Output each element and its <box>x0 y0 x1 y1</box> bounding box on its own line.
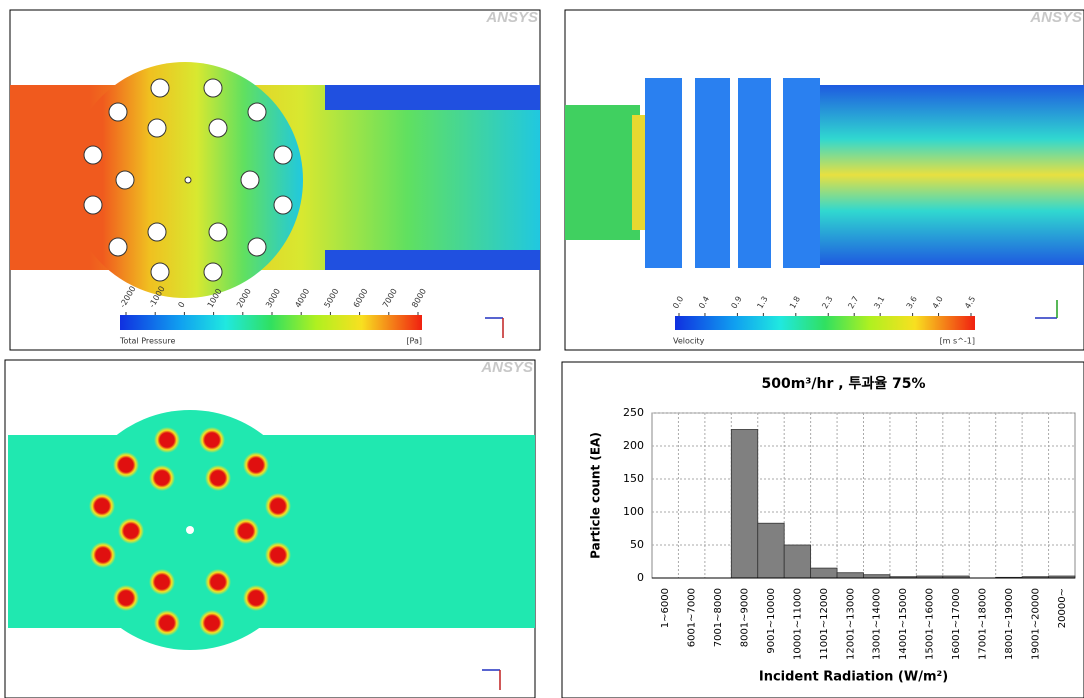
x-tick-label: 12001~13000 <box>845 588 856 660</box>
y-tick-label: 0 <box>637 571 644 584</box>
x-tick-label: 6001~7000 <box>687 588 698 647</box>
x-tick-label: 8001~9000 <box>740 588 751 647</box>
bar <box>784 545 810 578</box>
radiation-field <box>8 410 535 650</box>
x-tick-label: 17001~18000 <box>977 588 988 660</box>
y-tick-label: 250 <box>623 406 644 419</box>
bar <box>837 573 863 578</box>
y-tick-label: 150 <box>623 472 644 485</box>
chart-title: 500m³/hr , 투과율 75% <box>761 375 925 392</box>
y-tick-label: 50 <box>630 538 644 551</box>
x-tick-label: 10001~11000 <box>792 588 803 660</box>
x-tick-label: 1~6000 <box>660 588 671 628</box>
colorbar <box>120 315 422 330</box>
y-axis-label: Particle count (EA) <box>589 432 603 559</box>
x-tick-label: 9001~10000 <box>766 588 777 654</box>
bar <box>731 430 757 579</box>
x-tick-label: 19001~20000 <box>1030 588 1041 660</box>
x-tick-label: 11001~12000 <box>819 588 830 660</box>
x-tick-label: 14001~15000 <box>898 588 909 660</box>
bar <box>758 523 784 578</box>
colorbar-unit: [m s^-1] <box>940 337 975 346</box>
colorbar-label: Velocity <box>673 337 705 346</box>
colorbar-label: Total Pressure <box>119 337 175 346</box>
pressure-field <box>10 62 540 298</box>
x-tick-label: 7001~8000 <box>713 588 724 647</box>
x-tick-label: 16001~17000 <box>951 588 962 660</box>
x-tick-label: 15001~16000 <box>925 588 936 660</box>
colorbar <box>675 316 975 330</box>
x-tick-label: 13001~14000 <box>872 588 883 660</box>
figure: ANSYS-2000-10000100020003000400050006000… <box>0 0 1084 698</box>
x-axis-label: Incident Radiation (W/m²) <box>759 670 948 685</box>
y-tick-label: 100 <box>623 505 644 518</box>
x-tick-label: 18001~19000 <box>1004 588 1015 660</box>
logo: ANSYS <box>1029 9 1082 26</box>
bar <box>811 568 837 578</box>
colorbar-unit: [Pa] <box>406 337 422 346</box>
y-tick-label: 200 <box>623 439 644 452</box>
logo: ANSYS <box>480 359 533 376</box>
x-tick-label: 20000~ <box>1057 588 1068 628</box>
logo: ANSYS <box>485 9 538 26</box>
